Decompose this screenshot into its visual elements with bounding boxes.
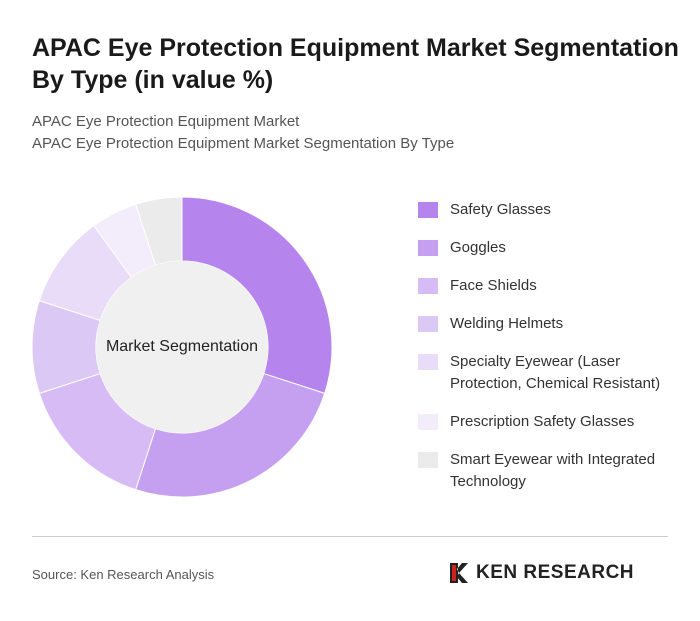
source: Source: Ken Research Analysis: [32, 567, 215, 582]
chart-title: APAC Eye Protection Equipment Market Seg…: [32, 34, 679, 94]
legend-label: Welding Helmets: [450, 315, 564, 332]
donut-hole: [96, 261, 268, 433]
subtitle: APAC Eye Protection Equipment Market Seg…: [32, 135, 455, 152]
legend-item: Face Shields: [418, 275, 678, 297]
donut-chart: Market Segmentation: [31, 196, 333, 498]
legend-swatch: [418, 452, 438, 468]
divider: [32, 536, 668, 537]
logo: KEN RESEARCH: [448, 561, 634, 585]
legend-swatch: [418, 202, 438, 218]
legend-item: Specialty Eyewear (Laser Protection, Che…: [418, 351, 678, 395]
legend-label: Specialty Eyewear (Laser Protection, Che…: [450, 353, 661, 392]
legend-item: Prescription Safety Glasses: [418, 411, 678, 433]
legend-label: Prescription Safety Glasses: [450, 413, 635, 430]
legend-swatch: [418, 240, 438, 256]
legend-label: Goggles: [450, 239, 506, 256]
legend-item: Goggles: [418, 237, 678, 259]
logo-icon: [450, 563, 468, 583]
legend-item: Welding Helmets: [418, 313, 678, 335]
legend-item: Safety Glasses: [418, 199, 678, 221]
legend-swatch: [418, 354, 438, 370]
legend-item: Smart Eyewear with Integrated Technology: [418, 449, 678, 493]
legend: Safety Glasses Goggles Face Shields Welding…: [418, 199, 678, 493]
center-label: Market Segmentation: [106, 338, 258, 355]
legend-label: Face Shields: [450, 277, 537, 294]
legend-label: Smart Eyewear with Integrated Technology: [450, 451, 656, 490]
subtitle: APAC Eye Protection Equipment Market: [32, 113, 300, 130]
legend-swatch: [418, 414, 438, 430]
legend-swatch: [418, 316, 438, 332]
logo-text: KEN RESEARCH: [476, 562, 635, 583]
legend-label: Safety Glasses: [450, 201, 551, 218]
legend-swatch: [418, 278, 438, 294]
